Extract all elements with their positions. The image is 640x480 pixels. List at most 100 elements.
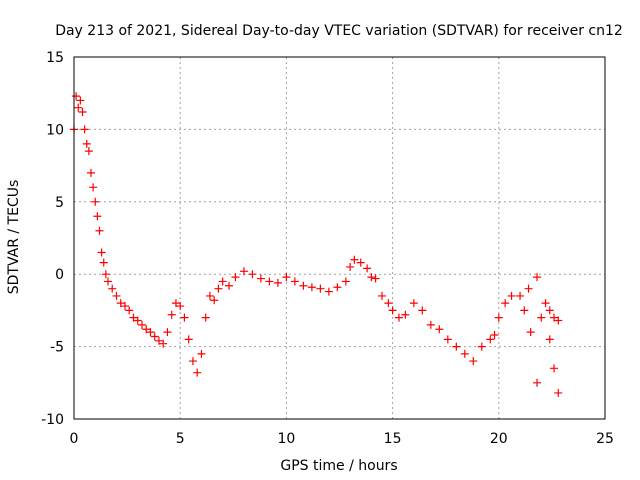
y-tick-label: 0: [55, 267, 64, 283]
data-point: [91, 197, 100, 206]
x-tick-label: 0: [70, 431, 79, 447]
data-point: [401, 310, 410, 319]
data-point: [501, 299, 510, 308]
data-point: [108, 284, 117, 293]
data-point: [494, 313, 503, 322]
data-point: [101, 270, 110, 279]
data-point: [214, 284, 223, 293]
data-point: [524, 284, 533, 293]
data-point: [193, 368, 202, 377]
tick-labels: 0 5 10 15 20 25 -10 -5 0 5 10 15: [41, 50, 614, 447]
data-point: [426, 320, 435, 329]
data-point: [356, 258, 365, 267]
data-point: [545, 335, 554, 344]
data-point: [248, 270, 257, 279]
data-point: [103, 277, 112, 286]
data-point: [97, 248, 106, 257]
data-point: [163, 328, 172, 337]
data-point: [218, 277, 227, 286]
data-point: [377, 291, 386, 300]
data-point: [394, 313, 403, 322]
data-point: [231, 273, 240, 282]
data-point: [86, 168, 95, 177]
data-point: [363, 264, 372, 273]
x-tick-label: 5: [176, 431, 185, 447]
data-point: [84, 147, 93, 156]
data-point: [537, 313, 546, 322]
data-point: [265, 277, 274, 286]
data-point: [116, 299, 125, 308]
x-axis-label: GPS time / hours: [280, 458, 397, 474]
data-point: [154, 336, 163, 345]
data-point: [388, 306, 397, 315]
data-point: [256, 274, 265, 283]
data-point: [76, 96, 85, 105]
data-point: [384, 299, 393, 308]
data-point: [307, 283, 316, 292]
data-point: [205, 291, 214, 300]
y-tick-label: 15: [46, 50, 64, 66]
data-point: [554, 388, 563, 397]
data-point: [418, 306, 427, 315]
data-point: [443, 335, 452, 344]
data-point: [282, 273, 291, 282]
data-point: [89, 183, 98, 192]
data-point: [371, 274, 380, 283]
data-point: [533, 273, 542, 282]
data-point: [350, 255, 359, 264]
data-point: [550, 313, 559, 322]
data-point: [554, 316, 563, 325]
x-tick-label: 10: [277, 431, 295, 447]
data-point: [545, 306, 554, 315]
data-point: [171, 299, 180, 308]
data-series: [70, 92, 563, 397]
data-point: [99, 258, 108, 267]
data-point: [550, 364, 559, 373]
data-point: [146, 328, 155, 337]
data-point: [159, 339, 168, 348]
data-point: [210, 296, 219, 305]
data-point: [486, 335, 495, 344]
data-point: [341, 277, 350, 286]
data-point: [507, 291, 516, 300]
data-point: [452, 342, 461, 351]
data-point: [324, 287, 333, 296]
data-point: [82, 139, 91, 148]
data-point: [142, 325, 151, 334]
x-tick-label: 25: [596, 431, 614, 447]
data-point: [184, 335, 193, 344]
data-point: [516, 291, 525, 300]
data-point: [72, 92, 81, 101]
data-point: [188, 357, 197, 366]
data-point: [95, 226, 104, 235]
data-point: [273, 278, 282, 287]
y-tick-label: -10: [41, 412, 64, 428]
data-point: [490, 331, 499, 340]
data-point: [460, 349, 469, 358]
data-point: [469, 357, 478, 366]
data-point: [333, 283, 342, 292]
data-point: [367, 273, 376, 282]
data-point: [316, 284, 325, 293]
y-tick-label: 5: [55, 195, 64, 211]
data-point: [520, 306, 529, 315]
data-point: [435, 325, 444, 334]
data-point: [78, 108, 87, 117]
y-tick-label: 10: [46, 122, 64, 138]
data-point: [74, 103, 83, 112]
data-point: [225, 281, 234, 290]
data-point: [290, 277, 299, 286]
x-tick-label: 20: [490, 431, 508, 447]
data-point: [541, 299, 550, 308]
data-point: [526, 328, 535, 337]
data-point: [299, 281, 308, 290]
data-point: [137, 320, 146, 329]
data-point: [150, 332, 159, 341]
data-point: [197, 349, 206, 358]
data-point: [80, 125, 89, 134]
data-point: [239, 267, 248, 276]
chart-title: Day 213 of 2021, Sidereal Day-to-day VTE…: [55, 23, 623, 39]
data-point: [346, 262, 355, 271]
grid: [74, 57, 605, 419]
data-point: [477, 342, 486, 351]
